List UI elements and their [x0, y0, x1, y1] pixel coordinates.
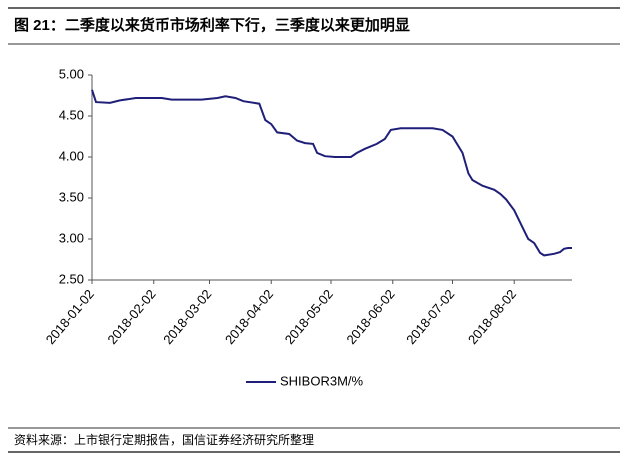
y-tick-label: 4.00 [59, 148, 84, 163]
figure-title: 图 21：二季度以来货币市场利率下行，三季度以来更加明显 [14, 16, 410, 34]
y-tick-label: 3.00 [59, 230, 84, 245]
x-tick-label: 2018-08-02 [465, 286, 519, 347]
x-tick-label: 2018-03-02 [160, 286, 214, 347]
x-tick-label: 2018-06-02 [343, 286, 397, 347]
x-tick-label: 2018-04-02 [222, 286, 276, 347]
x-tick-label: 2018-07-02 [403, 286, 457, 347]
x-tick-label: 2018-01-02 [43, 286, 97, 347]
y-tick-label: 4.50 [59, 107, 84, 122]
legend-label: SHIBOR3M/% [280, 373, 364, 388]
y-tick-label: 5.00 [59, 66, 84, 81]
series-line [91, 89, 572, 257]
y-tick-label: 2.50 [59, 271, 84, 286]
y-tick-label: 3.50 [59, 189, 84, 204]
source-note: 资料来源：上市银行定期报告，国信证券经济研究所整理 [14, 432, 314, 447]
x-tick-label: 2018-05-02 [282, 286, 336, 347]
x-tick-label: 2018-02-02 [104, 286, 158, 347]
